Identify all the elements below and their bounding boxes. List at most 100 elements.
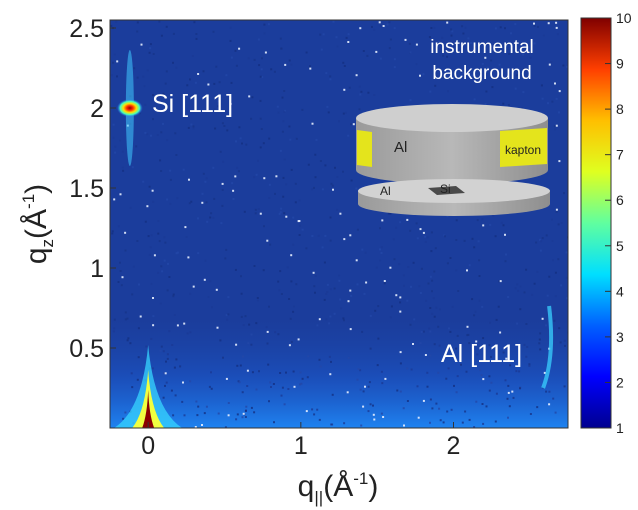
noise-pixel: [409, 51, 412, 54]
hot-pixel: [543, 371, 546, 374]
noise-pixel: [269, 381, 272, 384]
noise-pixel: [336, 176, 339, 178]
noise-pixel: [220, 222, 223, 225]
noise-pixel: [481, 305, 484, 308]
hot-pixel: [533, 22, 535, 25]
noise-pixel: [489, 223, 492, 226]
noise-pixel: [250, 406, 253, 409]
hot-pixel: [349, 234, 352, 237]
noise-pixel: [379, 227, 381, 230]
noise-pixel: [213, 197, 216, 200]
noise-pixel: [465, 370, 468, 373]
noise-pixel: [226, 318, 229, 321]
hot-pixel: [558, 90, 561, 93]
noise-pixel: [478, 299, 481, 302]
hot-pixel: [475, 340, 478, 343]
noise-pixel: [330, 360, 332, 363]
noise-pixel: [360, 90, 363, 93]
noise-pixel: [371, 25, 373, 28]
noise-pixel: [468, 264, 471, 267]
noise-pixel: [289, 317, 292, 320]
noise-pixel: [113, 327, 116, 330]
noise-pixel: [247, 57, 250, 60]
noise-pixel: [142, 180, 145, 183]
noise-pixel: [230, 81, 233, 84]
noise-pixel: [512, 396, 515, 399]
noise-pixel: [149, 43, 152, 46]
noise-pixel: [147, 235, 150, 238]
noise-pixel: [499, 26, 502, 29]
noise-pixel: [426, 385, 429, 388]
inset-bottom-al-label: Al: [380, 184, 391, 198]
noise-pixel: [225, 248, 228, 251]
noise-pixel: [240, 292, 243, 295]
noise-pixel: [489, 321, 491, 324]
hot-pixel: [242, 412, 245, 415]
noise-pixel: [274, 192, 276, 195]
x-tick-label: 2: [447, 432, 461, 460]
noise-pixel: [323, 261, 326, 264]
noise-pixel: [529, 51, 532, 54]
noise-pixel: [278, 289, 281, 292]
noise-pixel: [338, 120, 340, 123]
noise-pixel: [342, 61, 345, 64]
noise-pixel: [533, 42, 536, 45]
noise-pixel: [396, 389, 399, 392]
noise-pixel: [388, 47, 391, 50]
noise-pixel: [545, 324, 547, 327]
noise-pixel: [287, 388, 290, 390]
noise-pixel: [259, 117, 262, 120]
noise-pixel: [121, 166, 124, 169]
si-peak-spot: [116, 99, 143, 117]
noise-pixel: [525, 268, 528, 271]
noise-pixel: [536, 270, 539, 273]
noise-pixel: [382, 218, 385, 221]
y-axis-label-sub: z: [38, 239, 57, 248]
noise-pixel: [552, 397, 555, 400]
noise-pixel: [461, 25, 464, 28]
noise-pixel: [428, 36, 431, 39]
noise-pixel: [224, 257, 227, 260]
noise-pixel: [210, 212, 213, 215]
noise-pixel: [359, 369, 362, 372]
noise-pixel: [403, 284, 405, 287]
hot-pixel: [312, 271, 315, 274]
noise-pixel: [217, 100, 220, 103]
noise-pixel: [545, 234, 548, 237]
noise-pixel: [373, 28, 376, 31]
hot-pixel: [221, 182, 224, 185]
noise-pixel: [251, 371, 254, 374]
hot-pixel: [555, 124, 558, 127]
noise-pixel: [243, 210, 246, 213]
noise-pixel: [358, 85, 361, 88]
noise-pixel: [169, 169, 172, 172]
noise-pixel: [283, 403, 286, 406]
noise-pixel: [373, 94, 376, 96]
x-tick-label: 0: [141, 432, 155, 460]
noise-pixel: [554, 295, 557, 298]
noise-pixel: [563, 385, 566, 388]
noise-pixel: [471, 74, 474, 77]
noise-pixel: [510, 32, 512, 35]
noise-pixel: [138, 283, 140, 286]
hot-pixel: [235, 343, 238, 346]
noise-pixel: [427, 282, 430, 285]
noise-pixel: [260, 128, 263, 130]
noise-pixel: [279, 37, 282, 40]
noise-pixel: [504, 260, 507, 263]
noise-pixel: [242, 324, 245, 327]
hot-pixel: [309, 67, 312, 70]
al-ring-arc: [541, 305, 554, 389]
hot-pixel: [259, 212, 262, 215]
noise-pixel: [450, 28, 453, 31]
noise-pixel: [286, 266, 289, 269]
noise-pixel: [283, 110, 286, 113]
noise-pixel: [563, 339, 566, 342]
noise-pixel: [299, 224, 301, 227]
noise-pixel: [282, 176, 285, 179]
noise-pixel: [261, 57, 263, 60]
noise-pixel: [439, 308, 441, 311]
x-axis-label-sub: ||: [314, 488, 323, 507]
noise-pixel: [167, 262, 169, 265]
noise-pixel: [292, 216, 295, 219]
